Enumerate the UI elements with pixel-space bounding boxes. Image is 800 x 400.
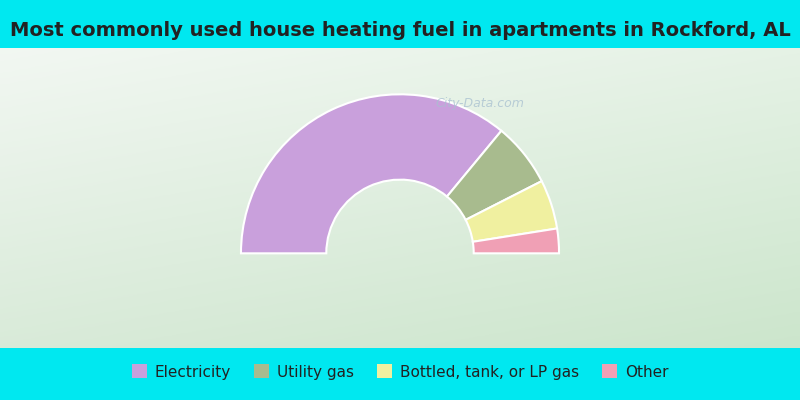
Text: City-Data.com: City-Data.com [436,98,525,110]
Wedge shape [447,131,542,220]
Wedge shape [241,94,502,253]
Wedge shape [466,181,557,242]
Legend: Electricity, Utility gas, Bottled, tank, or LP gas, Other: Electricity, Utility gas, Bottled, tank,… [126,358,674,386]
Text: Most commonly used house heating fuel in apartments in Rockford, AL: Most commonly used house heating fuel in… [10,21,790,40]
Wedge shape [473,228,559,253]
